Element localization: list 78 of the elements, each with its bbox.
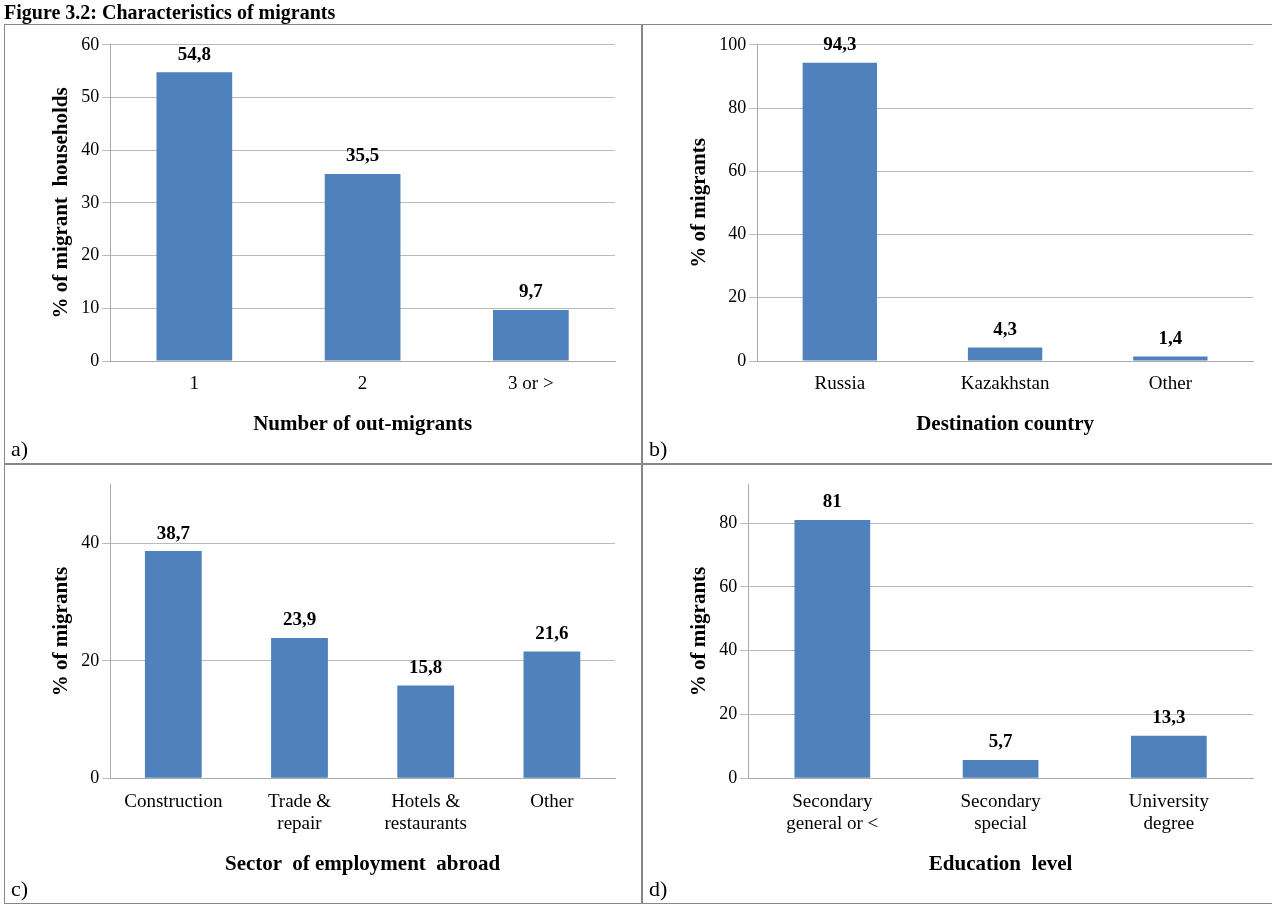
x-axis-title: Destination country: [916, 410, 1095, 435]
y-tick-label: 10: [81, 297, 100, 318]
bar: [794, 519, 871, 778]
data-label: 21,6: [535, 621, 569, 643]
category-label: University: [1128, 789, 1209, 811]
bar: [144, 551, 202, 778]
y-tick-label: 40: [728, 223, 747, 244]
category-label: restaurants: [384, 812, 467, 834]
y-axis-title: % of migrants: [686, 566, 711, 697]
category-label: Construction: [124, 789, 223, 811]
y-tick-label: 0: [90, 766, 100, 787]
y-axis-title: % of migrants: [48, 566, 73, 697]
category-label: Trade &: [267, 789, 332, 811]
bar: [523, 651, 581, 778]
bar: [1131, 735, 1207, 778]
category-label: special: [974, 812, 1027, 834]
y-tick-label: 20: [81, 244, 100, 265]
y-tick-label: 80: [719, 511, 738, 532]
data-label: 13,3: [1152, 706, 1186, 728]
data-label: 4,3: [993, 317, 1017, 339]
x-tick-label: 1: [189, 372, 200, 394]
category-label: Secondary: [960, 789, 1041, 811]
bar: [271, 637, 328, 778]
data-label: 81: [822, 490, 842, 512]
y-tick-label: 50: [81, 86, 100, 107]
data-label: 54,8: [177, 42, 211, 64]
data-label: 9,7: [518, 280, 544, 302]
x-axis-title: Sector of employment abroad: [225, 850, 501, 875]
x-axis-title: Education level: [928, 850, 1073, 875]
text: b): [649, 436, 668, 461]
bar: [493, 309, 569, 361]
data-label: 35,5: [345, 144, 380, 166]
data-label: 94,3: [823, 33, 857, 55]
chart-title: Figure 3.2: Characteristics of migrants: [4, 0, 337, 24]
category-label: degree: [1143, 812, 1195, 834]
text: a): [11, 436, 29, 461]
y-tick-label: 20: [719, 703, 738, 724]
bar: [802, 62, 878, 361]
y-tick-label: 60: [81, 33, 100, 54]
y-tick-label: 80: [728, 96, 747, 117]
x-tick-label: Russia: [814, 372, 866, 394]
text: d): [649, 876, 668, 901]
x-tick-label: 2: [357, 372, 368, 394]
x-axis-title: Number of out-migrants: [253, 410, 473, 435]
y-tick-label: 60: [728, 160, 747, 181]
data-label: 1,4: [1158, 326, 1183, 348]
y-tick-label: 30: [81, 191, 100, 212]
category-label: Hotels &: [391, 789, 461, 811]
y-axis-title: % of migrant households: [48, 87, 73, 319]
y-tick-label: 40: [719, 639, 738, 660]
y-tick-label: 20: [728, 286, 747, 307]
y-tick-label: 40: [81, 138, 100, 159]
y-tick-label: 100: [719, 33, 747, 54]
bar: [156, 72, 233, 361]
category-label: Other: [530, 789, 574, 811]
y-tick-label: 40: [81, 532, 100, 553]
bar: [962, 760, 1039, 778]
data-label: 38,7: [156, 521, 191, 543]
category-label: repair: [277, 812, 322, 834]
data-label: 15,8: [409, 655, 443, 677]
y-tick-label: 0: [737, 349, 747, 370]
y-tick-label: 60: [719, 575, 738, 596]
text: c): [11, 876, 29, 901]
category-label: Secondary: [792, 789, 873, 811]
category-label: general or <: [786, 812, 879, 834]
x-tick-label: Kazakhstan: [960, 372, 1050, 394]
x-tick-label: Other: [1148, 372, 1193, 394]
data-label: 23,9: [282, 608, 317, 630]
bar: [1133, 356, 1208, 361]
bar: [967, 347, 1043, 361]
bar: [324, 173, 401, 361]
data-label: 5,7: [988, 730, 1013, 752]
y-axis-title: % of migrants: [686, 138, 711, 268]
y-tick-label: 0: [90, 349, 100, 370]
y-tick-label: 0: [728, 766, 738, 787]
x-tick-label: 3 or >: [508, 372, 554, 394]
bar: [397, 685, 455, 778]
y-tick-label: 20: [81, 649, 100, 670]
